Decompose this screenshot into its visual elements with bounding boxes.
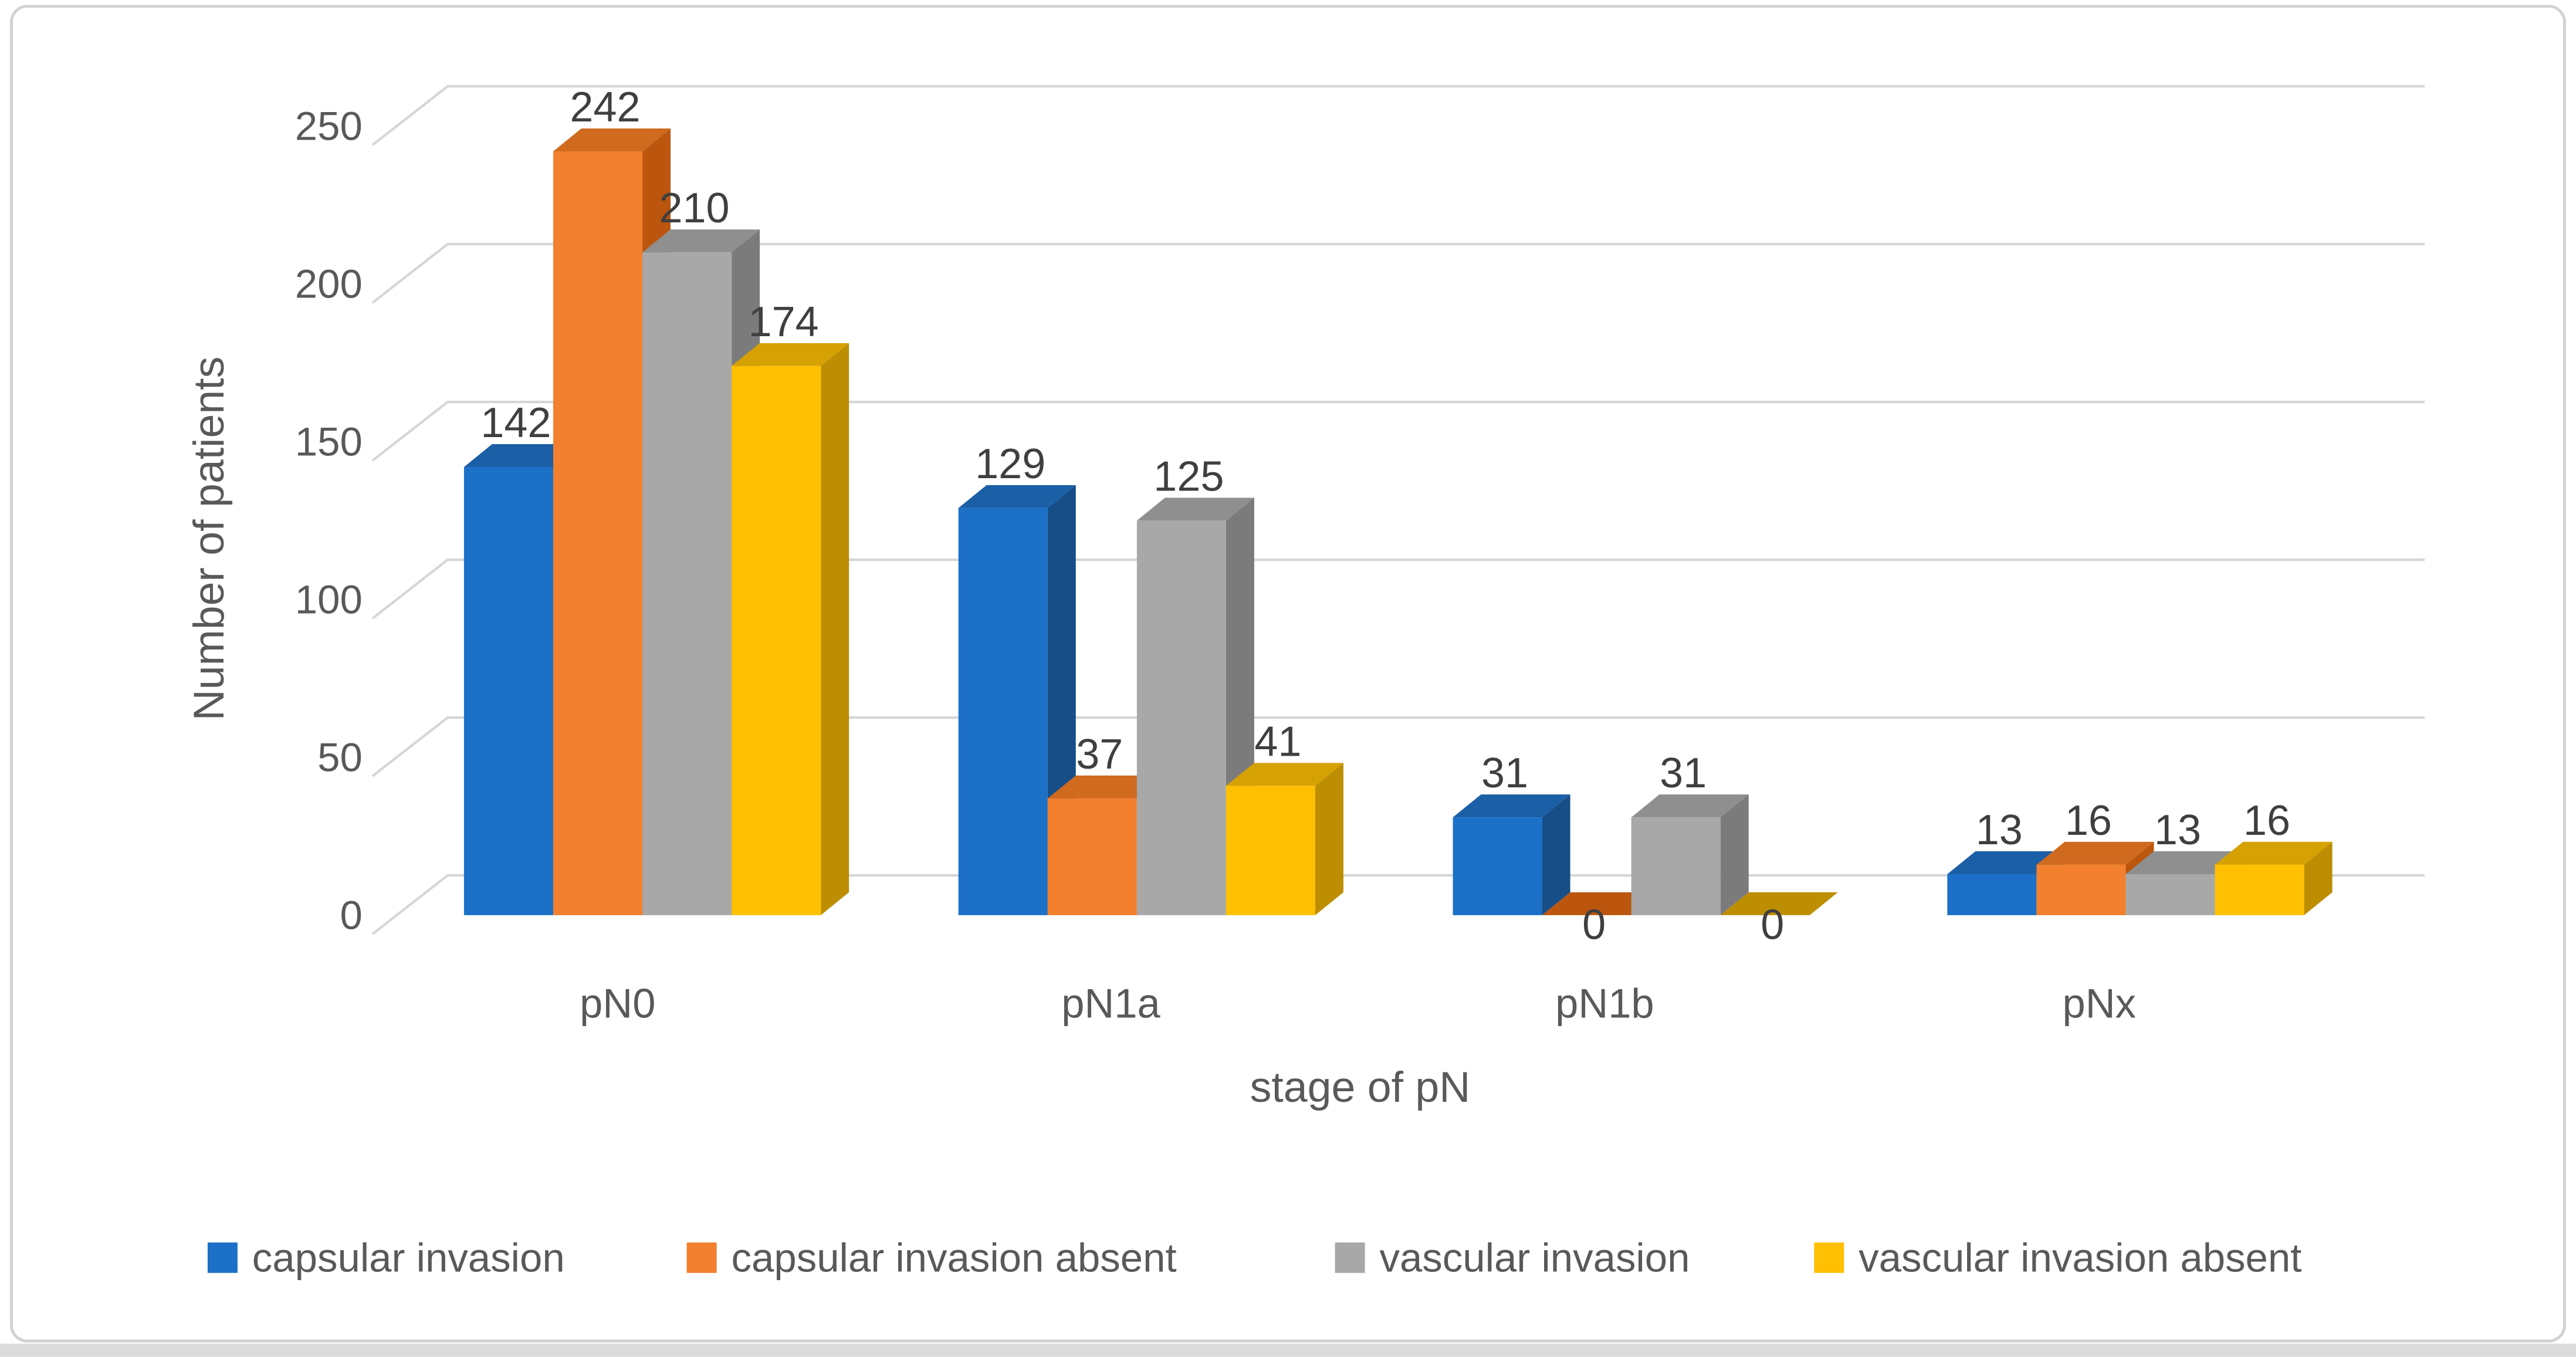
- y-axis-title: Number of patients: [184, 357, 233, 721]
- bar-front-face: [1047, 798, 1137, 915]
- bar-floor-pad: [1720, 892, 1838, 915]
- legend-label-vascular-invasion-absent: vascular invasion absent: [1859, 1235, 2301, 1280]
- bar-top-face: [463, 444, 581, 467]
- y-tick-label: 50: [317, 735, 363, 780]
- bar-top-face: [1047, 775, 1165, 798]
- value-label-capsular-invasion-pn1a: 129: [975, 441, 1045, 488]
- gridline: [371, 401, 2425, 462]
- value-label-vascular-invasion-pn0: 210: [659, 185, 729, 232]
- bar-top-face: [1947, 851, 2065, 874]
- bar-front-face: [642, 252, 732, 915]
- bar-front-face: [1136, 520, 1226, 915]
- legend-item-capsular-invasion: capsular invasion: [207, 1235, 565, 1280]
- bar-side-face: [821, 343, 849, 915]
- value-labels-layer: 142 242 210 174 129 37 125 41 31 0 31 0 13 16 13 16: [480, 84, 2290, 948]
- bar-front-face: [2215, 864, 2304, 915]
- value-label-capsular-invasion-absent-pnx: 16: [2065, 797, 2112, 844]
- bar-vascular-invasion-absent-pn1a: [1226, 763, 1343, 915]
- y-tick-label: 100: [295, 577, 363, 622]
- value-label-capsular-invasion-absent-pn1b: 0: [1582, 901, 1606, 948]
- gridline: [371, 874, 2425, 935]
- bar-top-face: [958, 485, 1076, 508]
- gridline: [371, 243, 2425, 304]
- value-label-vascular-invasion-absent-pn1b: 0: [1761, 901, 1784, 948]
- value-label-capsular-invasion-absent-pn0: 242: [570, 84, 640, 131]
- legend-item-vascular-invasion: vascular invasion: [1335, 1235, 1690, 1280]
- bar-front-face: [2036, 864, 2126, 915]
- bar-front-face: [553, 151, 643, 915]
- value-label-vascular-invasion-absent-pn0: 174: [749, 299, 819, 346]
- y-tick-label: 200: [295, 261, 363, 306]
- y-tick-label: 250: [295, 103, 363, 148]
- value-label-vascular-invasion-pn1a: 125: [1153, 453, 1224, 500]
- bar-front-face: [1453, 817, 1542, 915]
- bar-top-face: [642, 229, 760, 253]
- value-label-vascular-invasion-pnx: 13: [2154, 807, 2201, 854]
- bar-front-face: [1226, 786, 1315, 915]
- bar-top-face: [1226, 763, 1343, 786]
- x-axis-title: stage of pN: [1250, 1062, 1471, 1111]
- bar-vascular-invasion-absent-pnx: [2215, 841, 2333, 915]
- value-label-vascular-invasion-pn1b: 31: [1660, 750, 1707, 797]
- legend-swatch-vascular-invasion-absent: [1814, 1242, 1844, 1273]
- bar-side-face: [1315, 763, 1343, 915]
- gridline: [371, 716, 2425, 777]
- bar-front-face: [1947, 874, 2037, 915]
- legend-label-capsular-invasion: capsular invasion: [252, 1235, 565, 1280]
- value-label-capsular-invasion-pn0: 142: [480, 400, 551, 446]
- bar-top-face: [2125, 851, 2243, 874]
- bar-vascular-invasion-absent-pn0: [732, 343, 849, 915]
- chart-border: [10, 5, 2566, 1343]
- gridlines-layer: [371, 85, 2425, 935]
- value-label-capsular-invasion-pn1b: 31: [1481, 750, 1528, 797]
- legend-swatch-vascular-invasion: [1335, 1242, 1365, 1273]
- legend-label-capsular-invasion-absent: capsular invasion absent: [732, 1235, 1177, 1280]
- bar-capsular-invasion-absent-pn1b: [1542, 892, 1660, 915]
- bar-front-face: [958, 507, 1048, 915]
- x-category-label-pn0: pN0: [580, 980, 655, 1026]
- bar-top-face: [553, 128, 671, 151]
- bar-side-face: [1542, 794, 1570, 915]
- x-category-label-pn1a: pN1a: [1061, 980, 1160, 1026]
- gridline: [371, 85, 2425, 146]
- bar-front-face: [2125, 874, 2215, 915]
- bar-side-face: [2304, 841, 2333, 915]
- value-label-capsular-invasion-pnx: 13: [1976, 807, 2023, 854]
- value-label-capsular-invasion-absent-pn1a: 37: [1076, 731, 1123, 778]
- bar-top-face: [2036, 841, 2154, 865]
- bar-vascular-invasion-absent-pn1b: [1720, 892, 1838, 915]
- bar-top-face: [732, 343, 849, 366]
- bar-front-face: [463, 466, 553, 915]
- x-category-label-pn1b: pN1b: [1555, 980, 1654, 1026]
- legend: capsular invasion capsular invasion absen…: [207, 1235, 2301, 1280]
- bar-front-face: [1631, 817, 1721, 915]
- legend-swatch-capsular-invasion: [207, 1242, 238, 1273]
- y-tick-label: 150: [295, 419, 363, 464]
- x-axis-category-labels: pN0 pN1a pN1b pNx: [580, 980, 2136, 1026]
- bar-top-face: [1136, 498, 1254, 521]
- bars-layer: [463, 128, 2333, 915]
- legend-item-vascular-invasion-absent: vascular invasion absent: [1814, 1235, 2301, 1280]
- gridline: [371, 559, 2425, 620]
- bar-vascular-invasion-pn1b: [1631, 794, 1749, 915]
- legend-swatch-capsular-invasion-absent: [686, 1242, 717, 1273]
- bar-top-face: [2215, 841, 2333, 865]
- y-axis-tick-labels: 0 50 100 150 200 250: [295, 103, 363, 938]
- bar-floor-pad: [1542, 892, 1660, 915]
- bar-capsular-invasion-pn1b: [1453, 794, 1570, 915]
- legend-label-vascular-invasion: vascular invasion: [1379, 1235, 1690, 1280]
- x-category-label-pnx: pNx: [2063, 980, 2136, 1026]
- legend-item-capsular-invasion-absent: capsular invasion absent: [686, 1235, 1177, 1280]
- value-label-vascular-invasion-absent-pn1a: 41: [1254, 718, 1301, 765]
- bar-top-face: [1631, 794, 1749, 818]
- bottom-edge-strip: [0, 1344, 2576, 1357]
- bar-front-face: [732, 366, 821, 915]
- bar-side-face: [1720, 794, 1749, 915]
- y-tick-label: 0: [340, 892, 362, 938]
- bar-top-face: [1453, 794, 1570, 818]
- value-label-vascular-invasion-absent-pnx: 16: [2243, 797, 2290, 844]
